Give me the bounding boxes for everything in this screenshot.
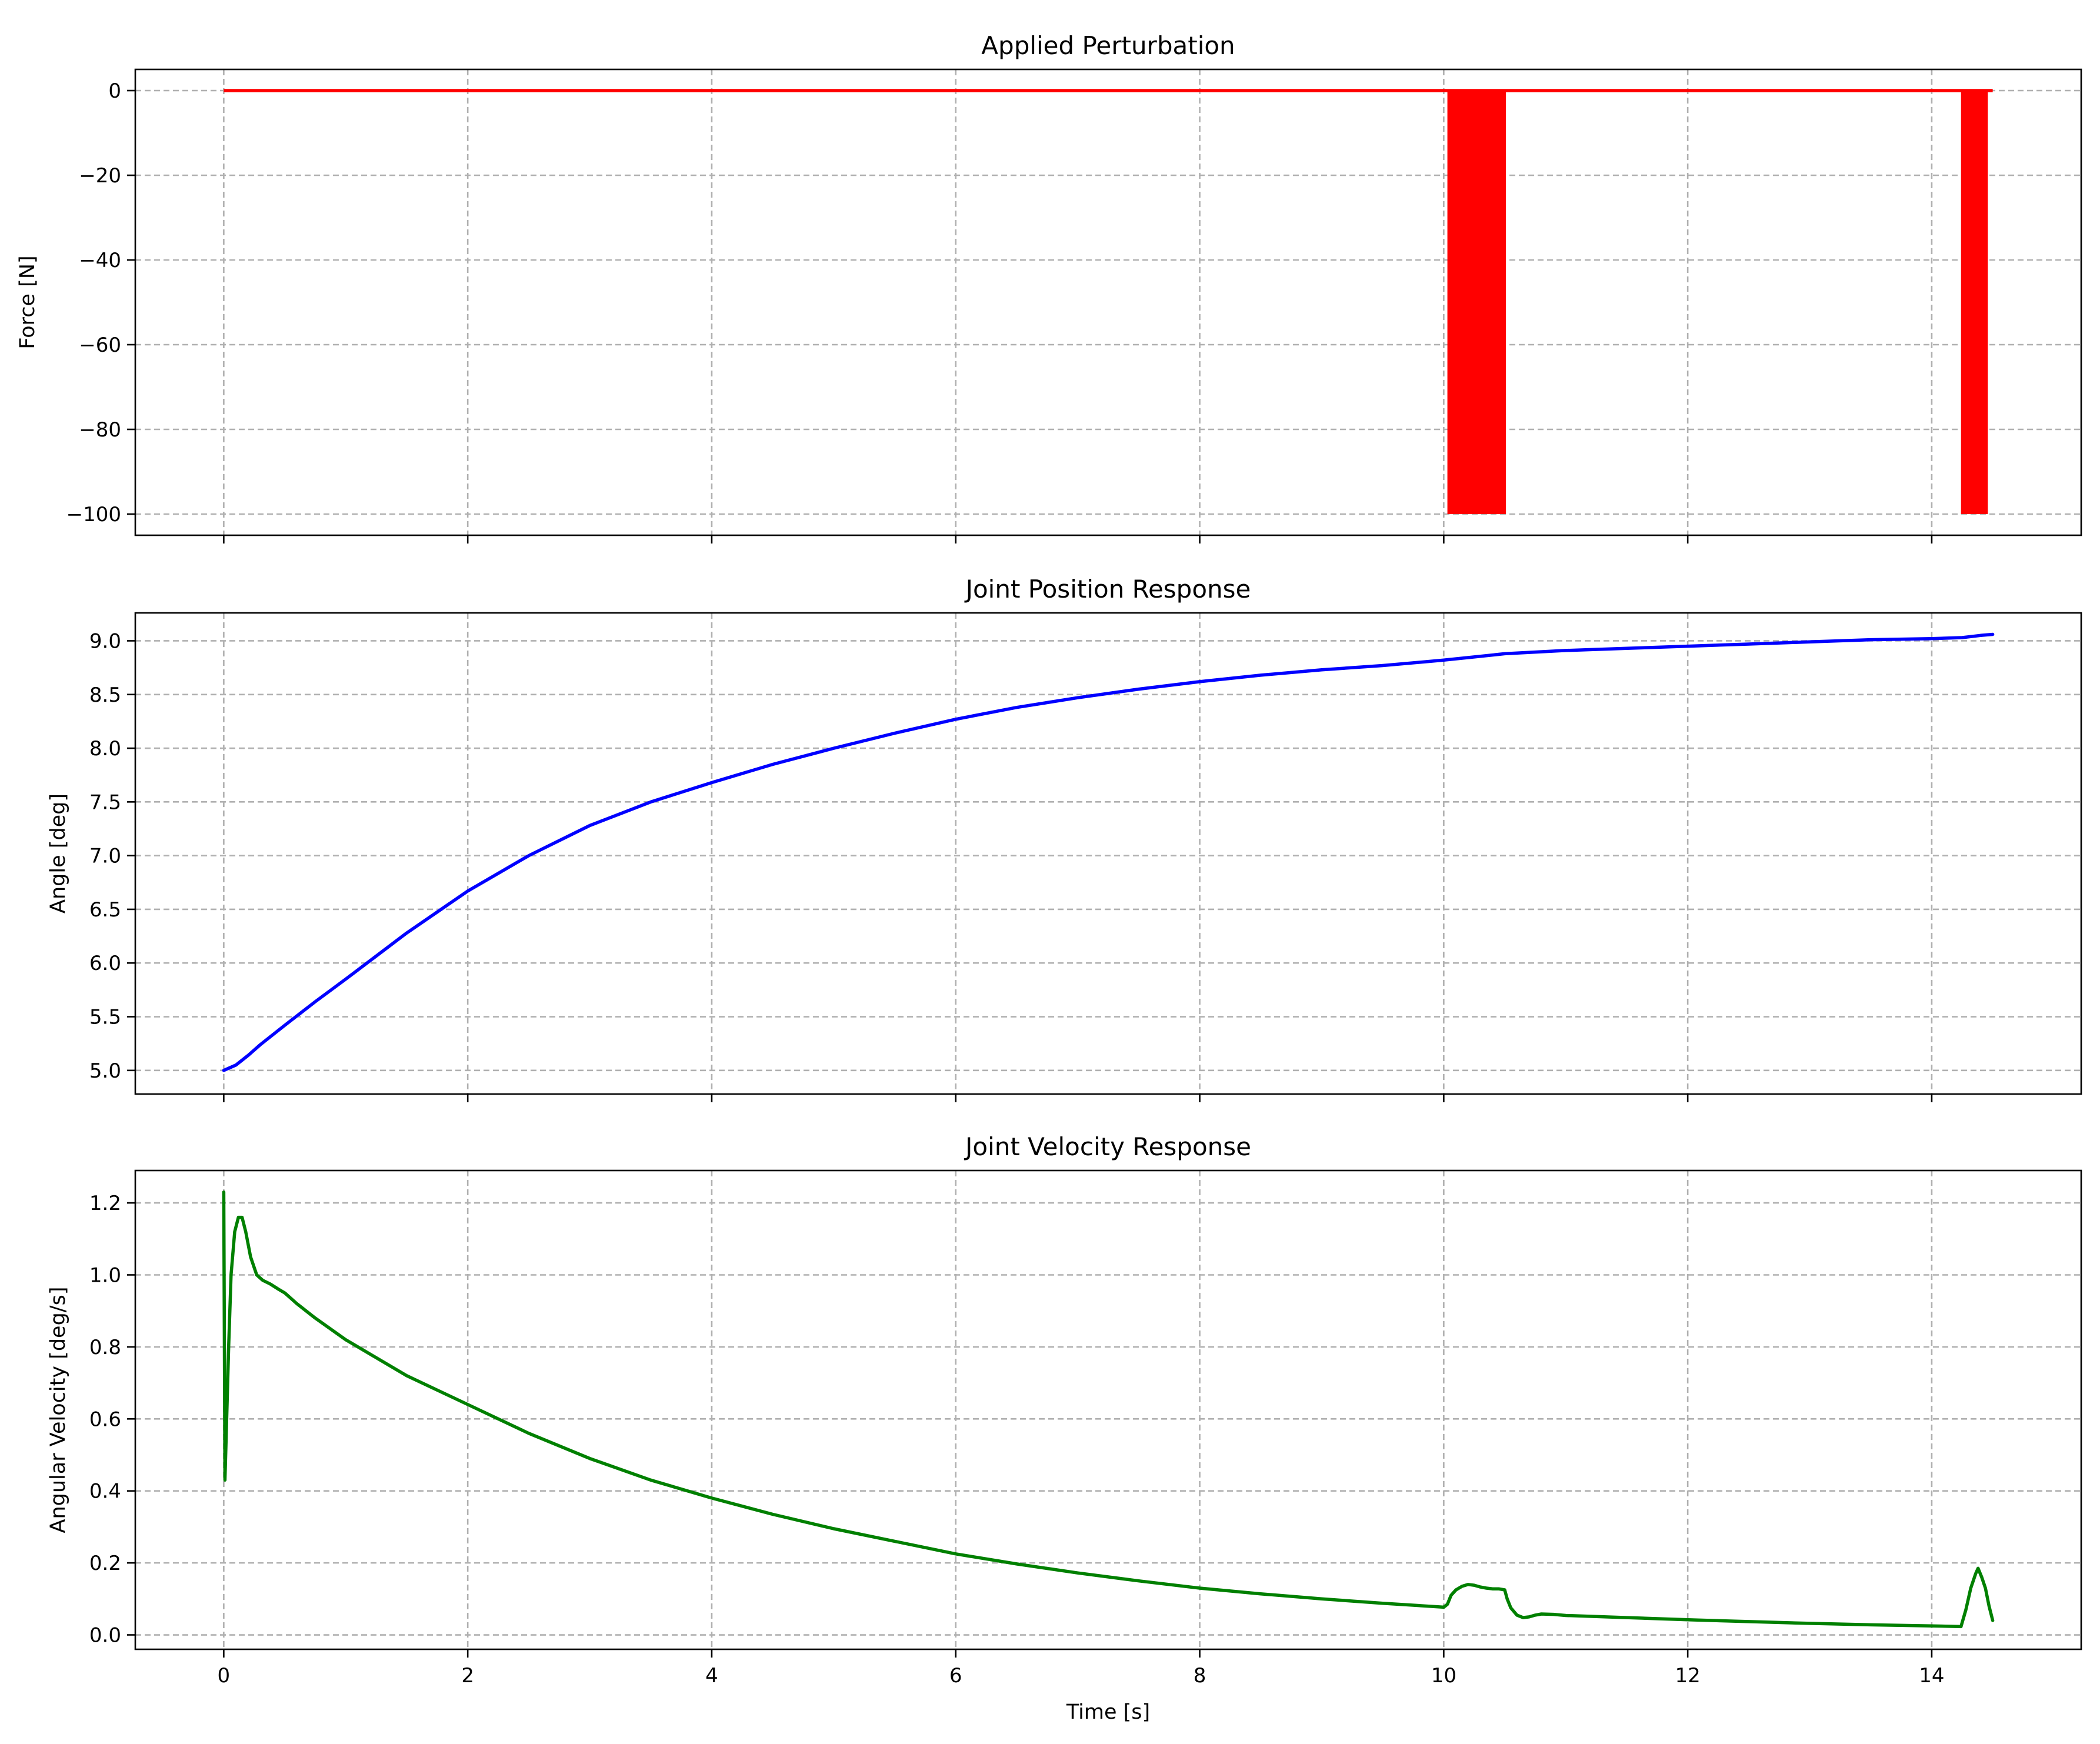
velocity-axes-frame <box>134 1169 2082 1650</box>
force-pulse-1 <box>1447 91 1506 514</box>
velocity-ytick-label: 0.4 <box>89 1480 121 1503</box>
velocity-ytick-label: 1.0 <box>89 1263 121 1287</box>
position-ytick-label: 8.0 <box>89 737 121 761</box>
position-title: Joint Position Response <box>964 575 1251 603</box>
perturbation-ylabel: Force [N] <box>16 255 39 349</box>
force-pulse-2 <box>1961 91 1988 514</box>
position-ytick-label: 7.0 <box>89 845 121 868</box>
position-ytick-label: 6.5 <box>89 898 121 922</box>
velocity-ytick-label: 0.8 <box>89 1336 121 1359</box>
velocity-xtick-label: 6 <box>949 1664 962 1688</box>
velocity-panel: 0 2 4 6 8 10 12 14 0.0 0.2 0.4 0.6 0.8 1.0 1.2 Joint Ve… <box>46 1132 2082 1724</box>
position-panel: 5.0 5.5 6.0 6.5 7.0 7.5 8.0 8.5 9.0 Joint Positio… <box>46 575 2082 1102</box>
position-data <box>222 632 1995 1072</box>
position-ytick-label: 5.0 <box>89 1059 121 1083</box>
velocity-xtick-label: 2 <box>461 1664 474 1688</box>
position-ytick-label: 6.0 <box>89 952 121 975</box>
perturbation-ytick-label: −80 <box>79 418 121 442</box>
perturbation-title: Applied Perturbation <box>981 31 1235 60</box>
perturbation-ytick-label: −60 <box>79 334 121 357</box>
perturbation-panel: 0 −20 −40 −60 −80 −100 Applied Perturbation For… <box>16 31 2082 543</box>
velocity-series-line <box>222 1190 1995 1629</box>
velocity-xtick-label: 12 <box>1675 1664 1701 1688</box>
velocity-xlabel: Time [s] <box>1066 1700 1150 1724</box>
perturbation-axes-frame <box>134 68 2082 536</box>
perturbation-data <box>224 89 1993 514</box>
position-axes-frame <box>134 612 2082 1095</box>
velocity-data <box>222 1190 1995 1629</box>
perturbation-ytick-label: −40 <box>79 249 121 272</box>
velocity-ytick-label: 0.0 <box>89 1624 121 1648</box>
position-ytick-label: 8.5 <box>89 683 121 707</box>
velocity-xtick-label: 4 <box>705 1664 718 1688</box>
velocity-ytick-label: 1.2 <box>89 1192 121 1215</box>
velocity-xtick-label: 14 <box>1919 1664 1944 1688</box>
position-ylabel: Angle [deg] <box>46 793 70 913</box>
velocity-xtick-label: 0 <box>218 1664 231 1688</box>
perturbation-ytick-label: −20 <box>79 164 121 188</box>
position-series-line <box>222 632 1995 1072</box>
velocity-xtick-label: 10 <box>1431 1664 1456 1688</box>
velocity-ylabel: Angular Velocity [deg/s] <box>46 1287 70 1533</box>
velocity-title: Joint Velocity Response <box>964 1132 1251 1161</box>
velocity-ytick-label: 0.2 <box>89 1552 121 1575</box>
position-ytick-label: 5.5 <box>89 1006 121 1029</box>
velocity-xtick-label: 8 <box>1194 1664 1206 1688</box>
perturbation-ytick-label: −100 <box>66 503 121 526</box>
perturbation-ytick-label: 0 <box>108 79 121 103</box>
position-ytick-label: 7.5 <box>89 791 121 814</box>
position-ytick-label: 9.0 <box>89 629 121 653</box>
velocity-ytick-label: 0.6 <box>89 1408 121 1431</box>
